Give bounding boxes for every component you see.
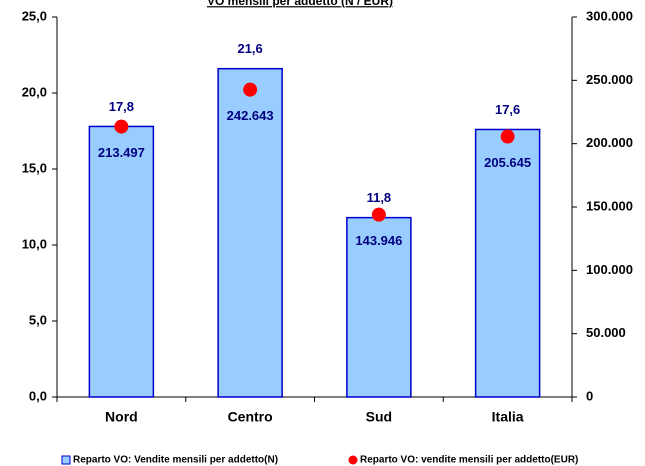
chart-title: VO mensili per addetto (N / EUR) bbox=[207, 0, 393, 8]
point bbox=[500, 129, 515, 144]
y2-tick-label: 200.000 bbox=[586, 135, 633, 150]
legend-label: Reparto VO: Vendite mensili per addetto(… bbox=[73, 455, 278, 466]
bar-value-label: 17,6 bbox=[495, 102, 520, 117]
legend-swatch bbox=[61, 455, 71, 465]
x-tick-label: Italia bbox=[492, 409, 524, 425]
point-value-label: 205.645 bbox=[484, 155, 531, 170]
y2-tick-label: 0 bbox=[586, 388, 593, 403]
point-value-label: 242.643 bbox=[227, 108, 274, 123]
y-tick-label: 0,0 bbox=[29, 388, 47, 403]
x-tick-label: Sud bbox=[366, 409, 392, 425]
point bbox=[371, 207, 386, 222]
legend-swatch bbox=[348, 455, 358, 465]
bar-value-label: 11,8 bbox=[367, 190, 392, 205]
y-tick-label: 5,0 bbox=[29, 312, 47, 327]
bar-value-label: 17,8 bbox=[109, 99, 134, 114]
y-tick-label: 25,0 bbox=[22, 8, 47, 23]
point-value-label: 213.497 bbox=[98, 145, 145, 160]
point bbox=[114, 119, 129, 134]
y-tick-label: 20,0 bbox=[22, 84, 47, 99]
bar bbox=[217, 67, 283, 398]
bar bbox=[346, 216, 412, 398]
point-value-label: 143.946 bbox=[355, 233, 402, 248]
y2-tick-label: 300.000 bbox=[586, 8, 633, 23]
y2-tick-label: 150.000 bbox=[586, 198, 633, 213]
y2-tick-label: 50.000 bbox=[586, 325, 626, 340]
bar bbox=[474, 128, 541, 398]
y-tick-label: 10,0 bbox=[22, 236, 47, 251]
x-tick-label: Nord bbox=[105, 409, 138, 425]
bar bbox=[88, 125, 155, 398]
y2-tick-label: 250.000 bbox=[586, 72, 633, 87]
x-tick-label: Centro bbox=[228, 409, 273, 425]
y-tick-label: 15,0 bbox=[22, 160, 47, 175]
y2-tick-label: 100.000 bbox=[586, 262, 633, 277]
legend-label: Reparto VO: vendite mensili per addetto(… bbox=[360, 455, 578, 466]
bar-value-label: 21,6 bbox=[237, 41, 262, 56]
point bbox=[243, 82, 258, 97]
